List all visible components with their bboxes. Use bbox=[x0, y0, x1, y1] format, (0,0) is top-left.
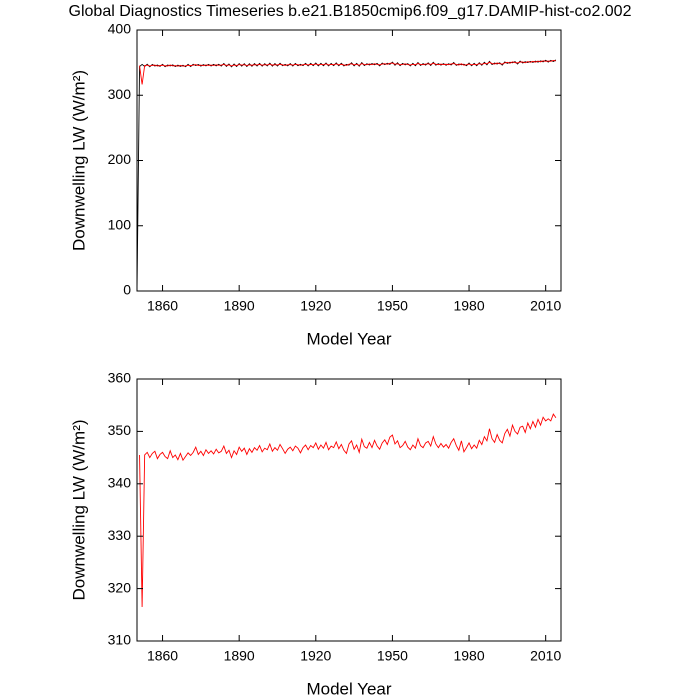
x-tick-label: 1860 bbox=[147, 648, 178, 664]
y-tick-label: 100 bbox=[108, 216, 132, 232]
y-tick-label: 360 bbox=[108, 370, 132, 386]
plot-frame bbox=[136, 378, 562, 642]
y-tick-label: 320 bbox=[108, 579, 132, 595]
y-tick-label: 200 bbox=[108, 151, 132, 167]
x-tick-label: 1890 bbox=[224, 648, 255, 664]
y-tick-label: 350 bbox=[108, 422, 132, 438]
y-tick-label: 310 bbox=[108, 632, 132, 648]
y-tick-label: 300 bbox=[108, 86, 132, 102]
y-tick-label: 0 bbox=[123, 282, 131, 298]
x-tick-label: 1950 bbox=[377, 648, 408, 664]
x-tick-label: 1860 bbox=[147, 298, 178, 314]
x-tick-label: 1920 bbox=[300, 648, 331, 664]
x-tick-label: 2010 bbox=[530, 298, 561, 314]
x-tick-label: 1920 bbox=[300, 298, 331, 314]
plot-frame bbox=[136, 29, 562, 292]
x-tick-label: 1950 bbox=[377, 298, 408, 314]
x-tick-label: 1980 bbox=[453, 298, 484, 314]
x-tick-label: 2010 bbox=[530, 648, 561, 664]
x-axis-label: Model Year bbox=[306, 329, 391, 348]
y-axis-label: Downwelling LW (W/m²) bbox=[69, 419, 88, 600]
y-axis-label: Downwelling LW (W/m²) bbox=[69, 70, 88, 251]
x-tick-label: 1980 bbox=[453, 648, 484, 664]
data-line bbox=[139, 413, 557, 607]
y-tick-label: 340 bbox=[108, 475, 132, 491]
x-tick-label: 1890 bbox=[224, 298, 255, 314]
data-line bbox=[136, 59, 557, 292]
data-line bbox=[139, 60, 556, 85]
y-tick-label: 400 bbox=[108, 21, 132, 37]
chart-title: Global Diagnostics Timeseries b.e21.B185… bbox=[69, 3, 632, 20]
x-axis-label: Model Year bbox=[306, 679, 391, 698]
y-tick-label: 330 bbox=[108, 527, 132, 543]
